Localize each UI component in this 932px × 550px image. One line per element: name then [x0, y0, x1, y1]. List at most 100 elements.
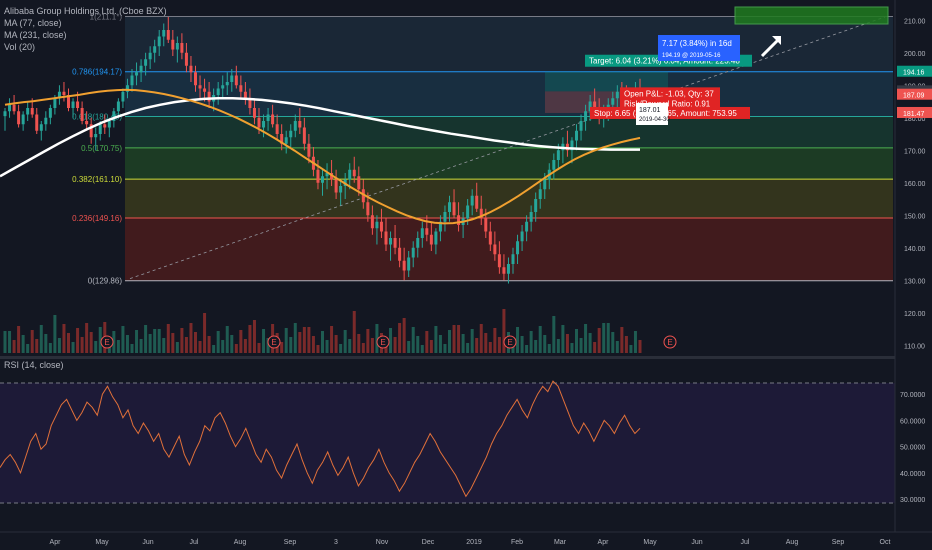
- earnings-marker: [663, 335, 677, 349]
- projection-detail: 194.19 @ 2019-05-16: [662, 53, 721, 59]
- candle-body: [21, 114, 25, 125]
- candle-body: [361, 189, 365, 203]
- candle-body: [506, 264, 510, 274]
- volume-bar: [311, 336, 315, 353]
- time-axis-label: Oct: [880, 539, 891, 546]
- candle-body: [334, 179, 338, 193]
- volume-bar: [321, 331, 324, 353]
- candle-body: [207, 91, 211, 102]
- candle-body: [284, 137, 288, 144]
- price-tick-label: 210.00: [904, 18, 926, 25]
- candle-body: [298, 121, 302, 128]
- price-tick-label: 120.00: [904, 311, 926, 318]
- up-arrow-icon: [760, 38, 780, 58]
- volume-bar: [638, 340, 642, 353]
- candle-body: [502, 267, 506, 274]
- volume-bar: [624, 336, 628, 353]
- candle-body: [71, 101, 75, 108]
- volume-bar: [48, 343, 52, 353]
- volume-bar: [57, 338, 61, 353]
- price-tick-label: 180.00: [904, 116, 926, 123]
- volume-bar: [575, 329, 578, 353]
- fib-zone: [125, 16, 893, 72]
- candle-body: [398, 247, 402, 261]
- candle-body: [520, 231, 524, 242]
- candle-body: [470, 195, 474, 206]
- fib-zone: [125, 147, 893, 180]
- candle-body: [588, 101, 592, 112]
- candle-body: [116, 101, 120, 112]
- earnings-marker-label: E: [380, 338, 385, 347]
- volume-bar: [466, 343, 470, 353]
- candle-body: [57, 91, 61, 99]
- volume-bar: [579, 338, 583, 353]
- volume-bar: [615, 341, 619, 353]
- earnings-marker: [376, 335, 390, 349]
- candle-body: [488, 231, 492, 245]
- time-axis-label: Apr: [598, 539, 610, 546]
- candle-body: [125, 85, 129, 92]
- volume-bar: [343, 330, 347, 353]
- volume-bar: [107, 345, 111, 353]
- candle-body: [175, 43, 179, 50]
- volume-bar: [67, 333, 70, 353]
- rsi-tick-label: 30.0000: [900, 497, 925, 504]
- price-tick-label: 150.00: [904, 213, 926, 220]
- projection-zone: [734, 6, 889, 25]
- volume-bar: [248, 325, 252, 353]
- fib-level-label: 0.786(194.17): [72, 68, 122, 77]
- candle-body: [135, 72, 139, 76]
- candle-body: [35, 114, 39, 131]
- volume-bar: [479, 324, 483, 353]
- candle-body: [262, 121, 266, 128]
- candle-body: [257, 117, 261, 128]
- rsi-tick-label: 50.0000: [900, 445, 925, 452]
- price-badge-label: 194.16: [903, 70, 925, 77]
- volume-bar: [602, 323, 606, 353]
- candle-body: [62, 91, 66, 95]
- fib-level-label: 0(129.86): [88, 277, 123, 286]
- volume-bar: [497, 337, 501, 353]
- stop-label-box: [590, 106, 750, 119]
- volume-bar: [420, 345, 424, 353]
- earnings-marker: [100, 335, 114, 349]
- candle-body: [575, 130, 578, 141]
- volume-bar: [289, 337, 293, 353]
- volume-bar: [366, 329, 370, 353]
- volume-bar: [12, 340, 16, 353]
- time-axis-label: Dec: [422, 539, 435, 546]
- volume-bar: [144, 325, 148, 353]
- volume-bar: [629, 345, 633, 353]
- candle-body: [157, 36, 161, 47]
- volume-bar: [452, 325, 456, 353]
- volume-bar: [198, 341, 202, 353]
- candle-body: [130, 75, 134, 86]
- volume-bar: [194, 332, 197, 353]
- pane-separator: [0, 356, 932, 359]
- volume-bar: [633, 331, 637, 353]
- volume-legend: Vol (20): [4, 42, 36, 52]
- volume-bar: [443, 344, 447, 353]
- candle-body: [80, 108, 84, 121]
- volume-bar: [230, 335, 234, 353]
- time-axis-label: Jul: [190, 539, 199, 546]
- candle-body: [475, 195, 479, 209]
- fib-zone: [125, 71, 893, 117]
- price-tick-label: 200.00: [904, 51, 926, 58]
- time-axis-label: May: [95, 539, 109, 546]
- volume-bar: [94, 341, 98, 353]
- volume-bar: [457, 325, 461, 353]
- candle-body: [325, 173, 329, 177]
- candle-body: [579, 121, 583, 131]
- volume-bar: [125, 335, 129, 353]
- candle-body: [293, 121, 297, 131]
- candle-body: [516, 241, 520, 255]
- candle-body: [184, 52, 188, 66]
- date-pin-price: 187.01: [639, 107, 661, 114]
- candle-body: [529, 212, 533, 222]
- candle-body: [243, 91, 247, 99]
- candle-body: [379, 221, 383, 232]
- volume-bar: [189, 323, 193, 353]
- volume-bar: [475, 338, 479, 353]
